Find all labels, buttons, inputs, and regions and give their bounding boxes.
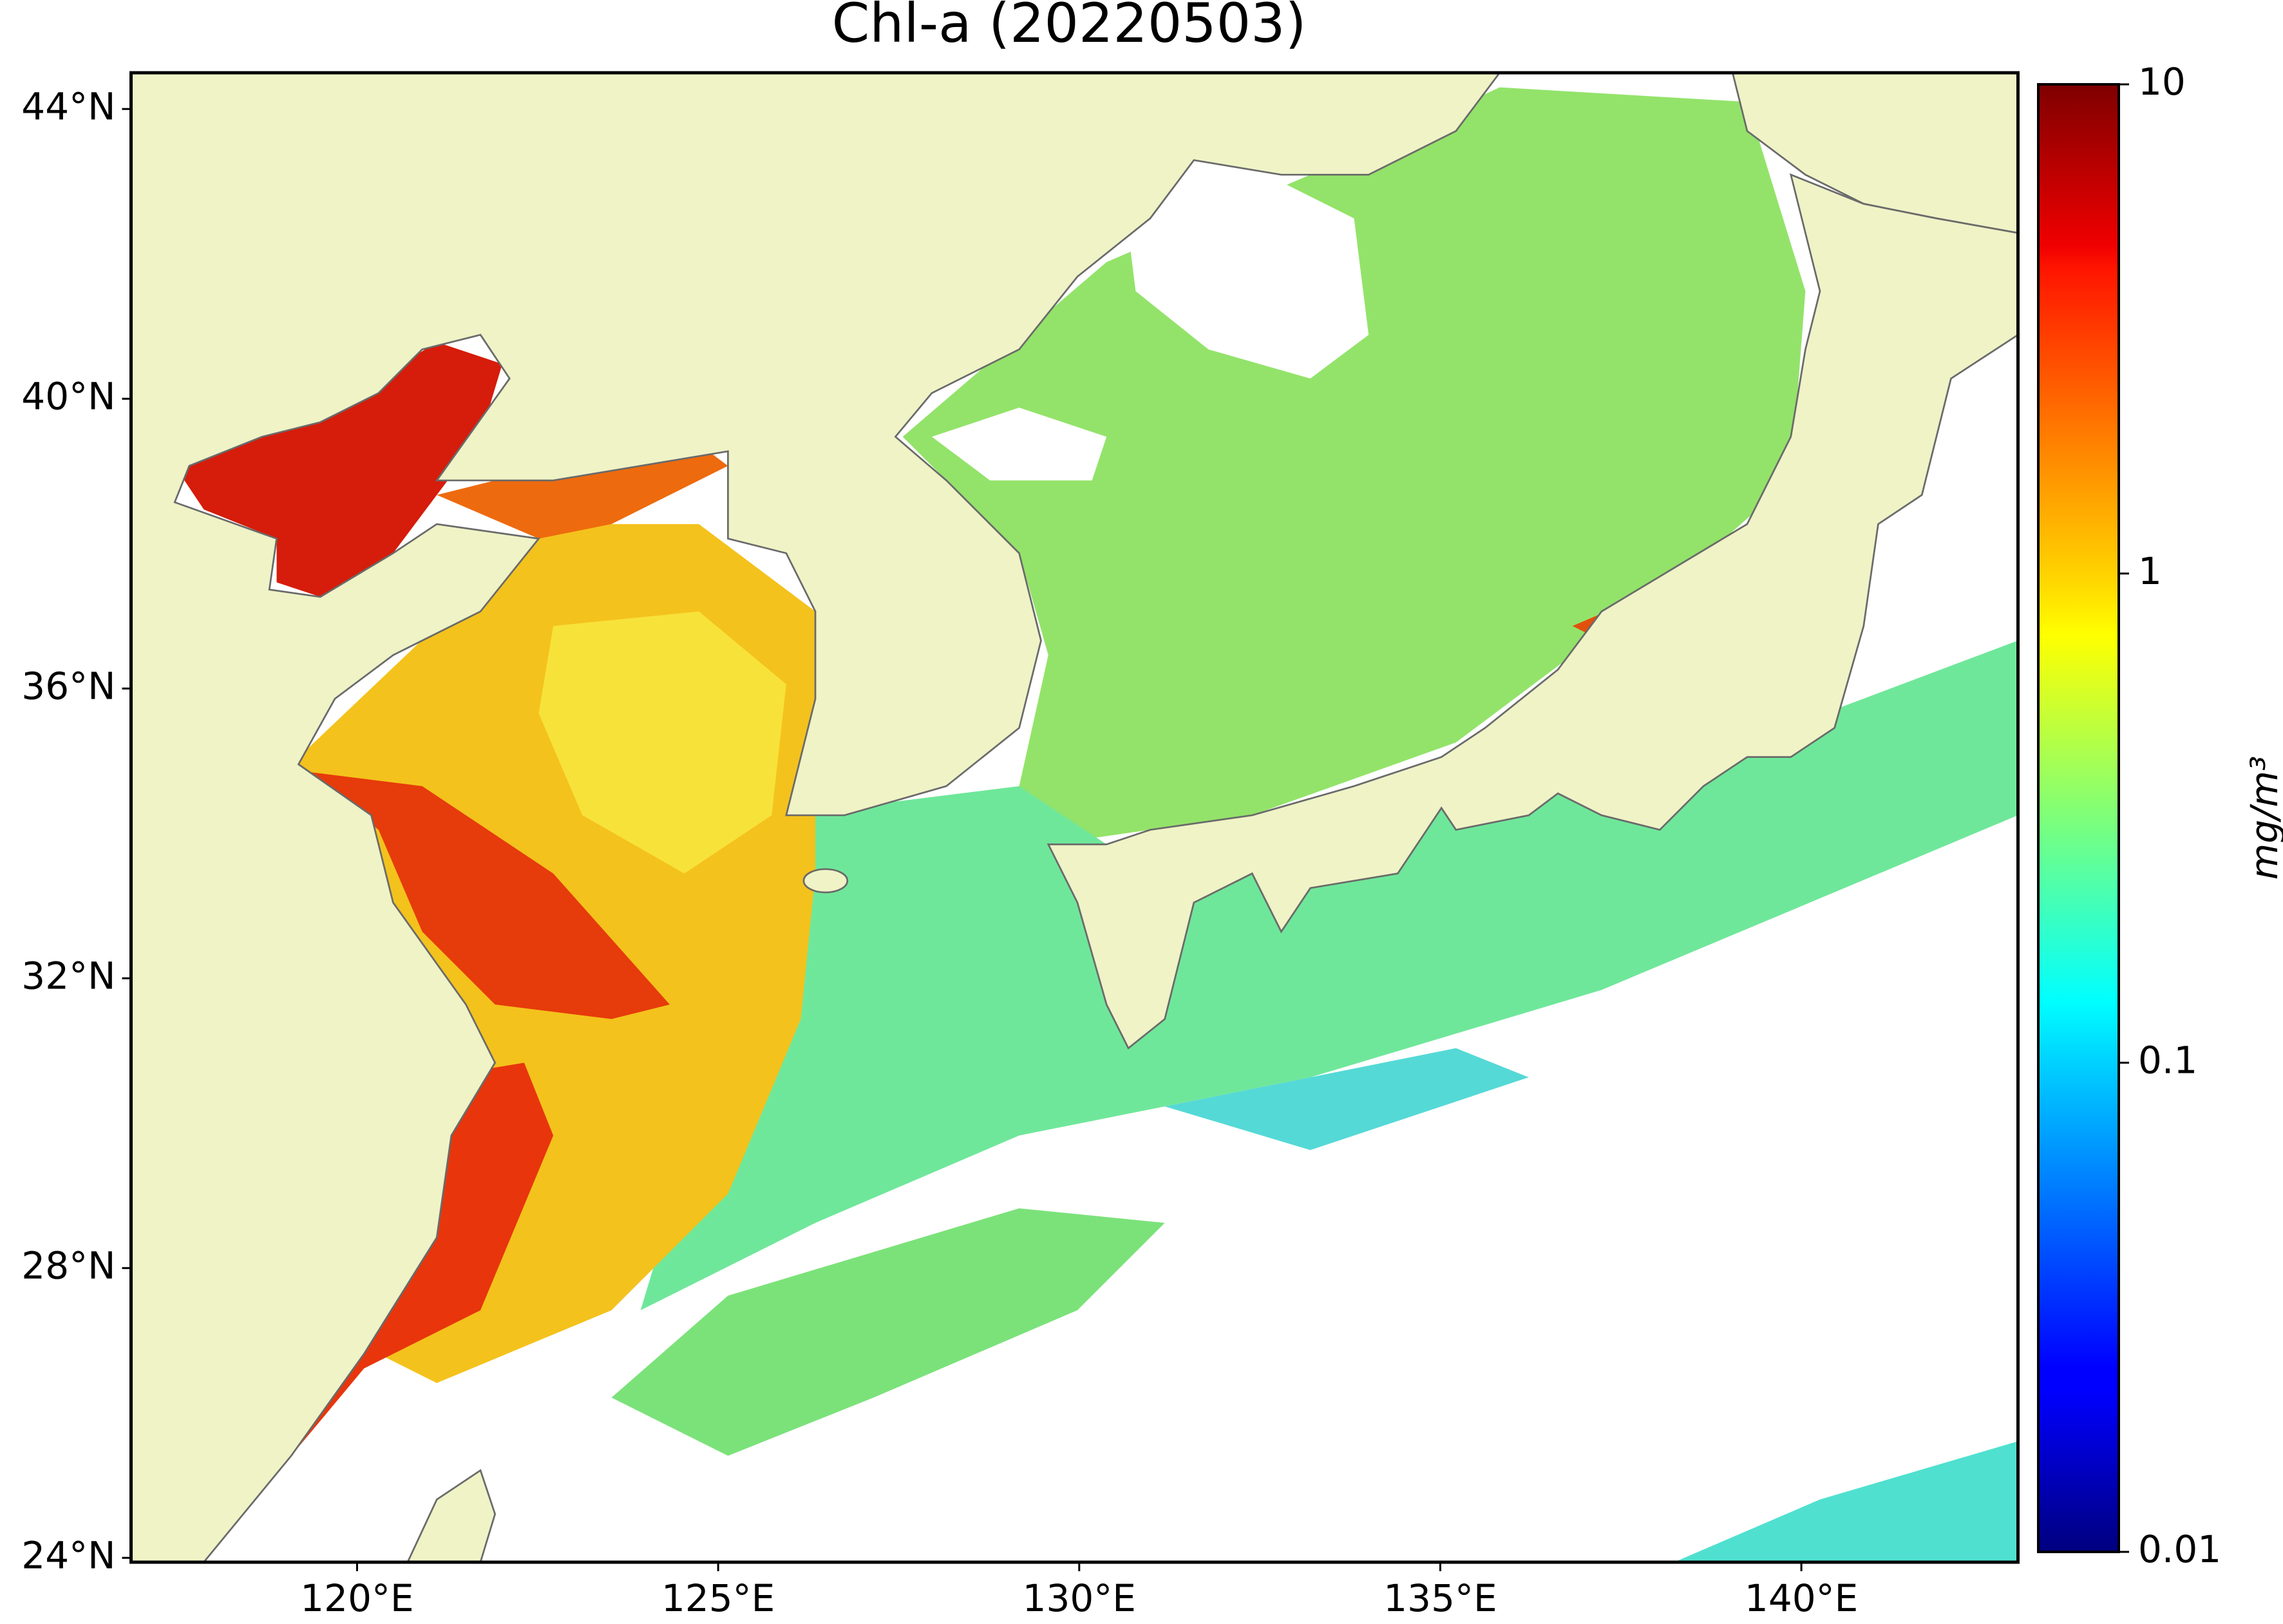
colorbar-tick-label: 0.1 xyxy=(2138,1038,2197,1082)
y-tick-label: 24°N xyxy=(21,1533,115,1577)
x-tick-label: 130°E xyxy=(1023,1576,1136,1620)
sea-of-japan xyxy=(902,87,1806,845)
colorbar-tick-label: 10 xyxy=(2138,60,2186,104)
asia-mainland xyxy=(131,73,1501,1562)
taiwan xyxy=(406,1469,497,1562)
x-tick-label: 135°E xyxy=(1383,1576,1497,1620)
y-tick-label: 44°N xyxy=(21,84,115,128)
y-tick-label: 40°N xyxy=(21,374,115,418)
cloud-gap xyxy=(931,408,1107,481)
axes-frame xyxy=(129,71,2020,1564)
colorbar-tick-label: 1 xyxy=(2138,549,2162,593)
jiangsu-coast xyxy=(305,771,670,1019)
cloud-gap xyxy=(1121,160,1369,379)
north-yellow-sea xyxy=(437,444,728,539)
x-tick-label: 140°E xyxy=(1745,1576,1858,1620)
colorbar-label: mg/m³ xyxy=(2242,756,2283,880)
jeju xyxy=(802,868,849,894)
colorbar xyxy=(2037,83,2120,1553)
pacific-patch xyxy=(1674,1441,2018,1562)
southern-band xyxy=(611,1208,1165,1456)
pacific-patch xyxy=(1164,1048,1529,1151)
yellow-sea-center xyxy=(538,611,786,874)
colorbar-tick-label: 0.01 xyxy=(2138,1527,2221,1571)
y-tick-label: 32°N xyxy=(21,954,115,997)
bohai-sea xyxy=(175,342,502,597)
japan xyxy=(1047,173,2018,1050)
x-tick-label: 120°E xyxy=(300,1576,413,1620)
map-layer xyxy=(131,73,2018,1562)
y-tick-label: 28°N xyxy=(21,1243,115,1287)
chart-title: Chl-a (20220503) xyxy=(832,0,1307,55)
x-tick-label: 125°E xyxy=(661,1576,775,1620)
y-tick-label: 36°N xyxy=(21,664,115,708)
